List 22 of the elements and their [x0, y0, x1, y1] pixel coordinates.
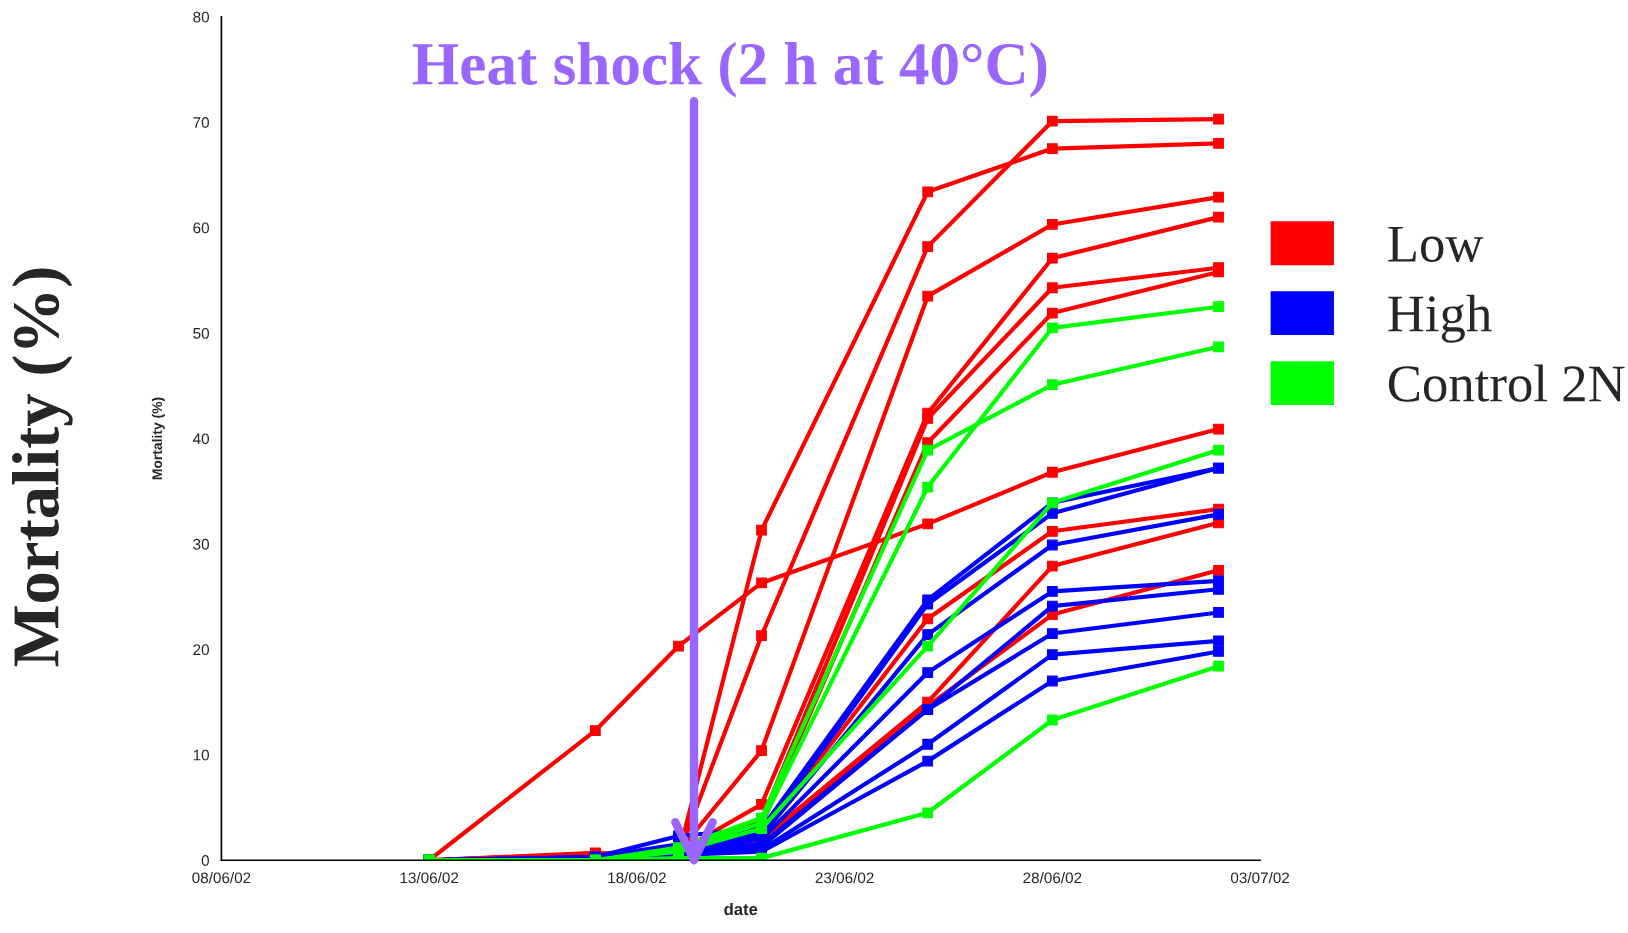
y-tick-label: 20 — [193, 644, 210, 656]
y-axis-title: Mortality (%) — [151, 397, 165, 480]
legend-label: High — [1388, 294, 1492, 343]
y-tick-label: 40 — [192, 433, 210, 445]
x-tick-label: 28/06/02 — [1023, 872, 1082, 884]
x-tick-label: 18/06/02 — [608, 872, 666, 884]
x-axis-title: date — [724, 902, 758, 916]
legend-label: Control 2N — [1388, 364, 1625, 402]
x-tick-label: 03/07/02 — [1230, 872, 1290, 884]
y-tick-label: 70 — [193, 117, 210, 128]
y-tick-label: 0 — [201, 855, 210, 866]
y-tick-label: 60 — [193, 222, 210, 234]
x-tick-label: 23/06/02 — [815, 872, 874, 884]
y-tick-label: 10 — [193, 749, 210, 761]
chart-title: Heat shock (2 h at 40°C) — [412, 41, 1047, 98]
y-tick-label: 80 — [193, 11, 210, 23]
y-tick-label: 30 — [193, 538, 210, 550]
y-tick-label: 50 — [193, 327, 210, 339]
x-tick-label: 08/06/02 — [192, 872, 251, 884]
legend-label: Low — [1388, 226, 1484, 262]
x-tick-label: 13/06/02 — [400, 872, 459, 884]
text: Mortality (%) — [12, 268, 73, 667]
